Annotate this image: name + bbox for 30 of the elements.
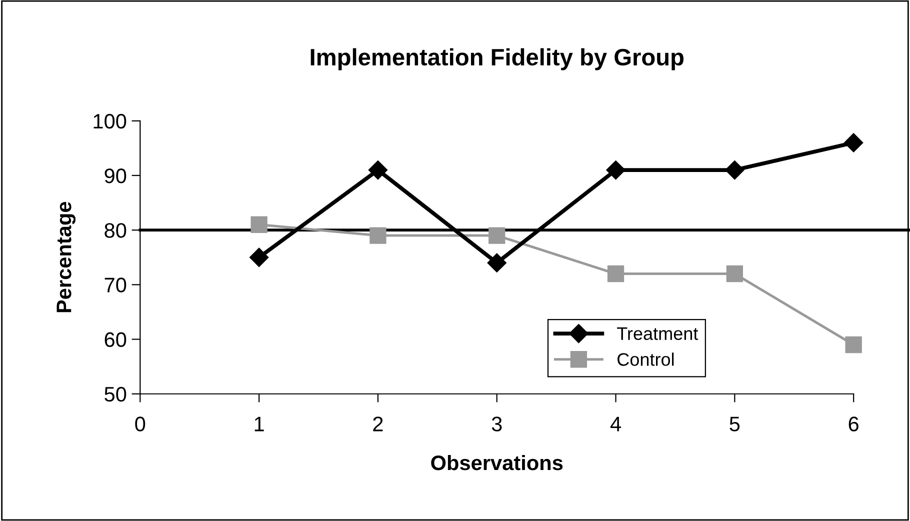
y-tick-label: 70 — [104, 278, 126, 292]
point — [606, 160, 626, 180]
x-tick-label: 2 — [373, 416, 383, 432]
x-axis-title: Observations — [431, 454, 563, 470]
legend-label: Treatment — [617, 327, 698, 340]
x-tick-label: 3 — [492, 416, 502, 432]
x-tick-label: 6 — [848, 416, 858, 432]
point — [607, 265, 624, 282]
x-tick-label: 0 — [135, 416, 146, 432]
point — [488, 227, 506, 244]
x-tick-label: 4 — [610, 416, 621, 432]
y-tick-label: 100 — [94, 114, 126, 129]
y-tick-label: 90 — [104, 168, 126, 184]
y-axis-title: Percentage — [56, 202, 76, 312]
chart-title: Implementation Fidelity by Group — [310, 48, 684, 70]
y-tick-label: 80 — [104, 223, 126, 238]
point — [250, 216, 268, 233]
y-tick-label: 50 — [104, 386, 126, 402]
x-tick-label: 5 — [730, 416, 740, 432]
point — [845, 336, 862, 354]
legend-label: Control — [618, 352, 674, 366]
point — [725, 160, 744, 180]
point — [487, 253, 506, 272]
x-tick-label: 1 — [254, 416, 264, 432]
point — [726, 265, 744, 282]
point — [844, 133, 864, 152]
y-tick-label: 60 — [104, 332, 126, 348]
point — [368, 160, 388, 180]
point — [370, 227, 386, 244]
point — [250, 248, 269, 267]
